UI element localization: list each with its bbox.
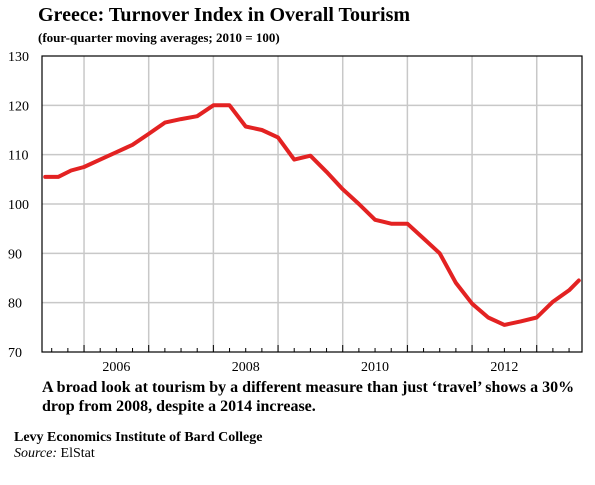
source-line: Source: ElStat [14,446,95,462]
x-tick-label: 2008 [232,360,260,375]
y-tick-label: 90 [8,247,22,262]
y-tick-label: 120 [8,99,29,114]
source-value: ElStat [60,446,95,461]
y-tick-label: 110 [8,149,28,164]
chart-caption: A broad look at tourism by a different m… [42,379,575,415]
x-tick-label: 2012 [490,360,518,375]
x-tick-label: 2006 [102,360,130,375]
series-line [43,103,581,327]
credit-line: Levy Economics Institute of Bard College [14,430,263,445]
chart-title: Greece: Turnover Index in Overall Touris… [38,4,411,26]
source-label: Source: [14,446,58,461]
y-tick-label: 130 [8,50,29,65]
chart-subtitle: (four-quarter moving averages; 2010 = 10… [38,30,280,45]
y-tick-label: 80 [8,297,22,312]
line-chart: 70 80 90 100 110 120 130 2006 2008 2010 2012 [8,50,583,375]
y-tick-label: 100 [8,198,29,213]
x-tick-label: 2010 [361,360,389,375]
plot-frame [41,55,583,353]
y-tick-label: 70 [8,346,22,361]
